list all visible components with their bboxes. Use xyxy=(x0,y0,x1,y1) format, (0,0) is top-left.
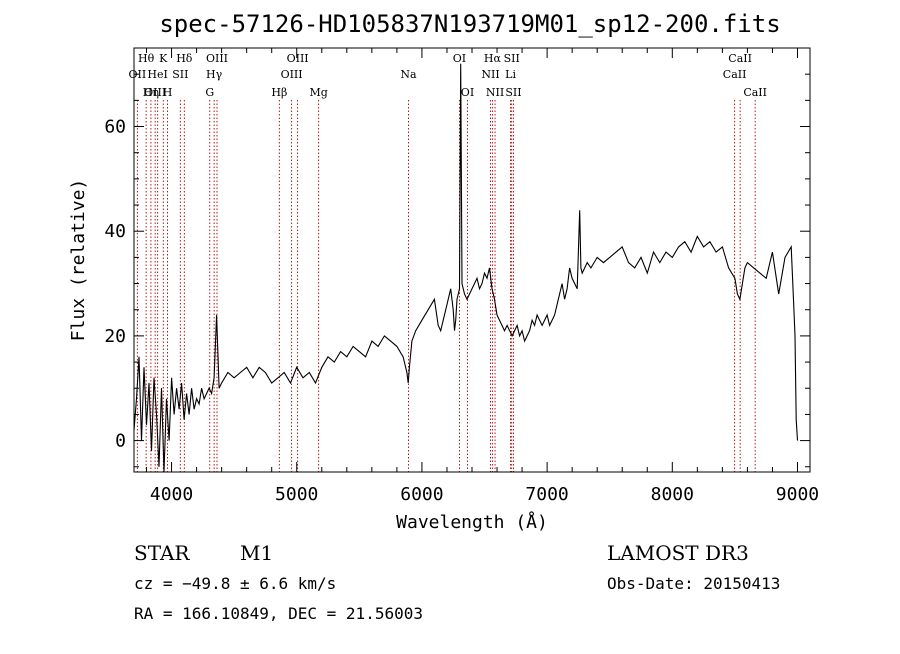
spectral-line-label: G xyxy=(205,86,214,99)
x-tick-label: 6000 xyxy=(400,484,443,505)
x-tick-label: 5000 xyxy=(275,484,318,505)
y-axis-ticks: 0 20 40 60 xyxy=(104,47,810,468)
object-class: STAR xyxy=(134,541,190,565)
sky-coordinates: RA = 166.10849, DEC = 21.56003 xyxy=(134,604,423,623)
y-tick-label: 60 xyxy=(104,117,126,138)
chart-title: spec-57126-HD105837N193719M01_sp12-200.f… xyxy=(159,10,780,38)
spectral-line-label: OIII xyxy=(287,52,309,65)
spectral-line-label: Hβ xyxy=(271,86,287,99)
x-tick-label: 8000 xyxy=(651,484,694,505)
plot-frame xyxy=(133,47,811,473)
spectral-line-label: H xyxy=(163,86,173,99)
observation-date: Obs-Date: 20150413 xyxy=(607,574,780,593)
x-tick-label: 7000 xyxy=(525,484,568,505)
spectral-line-label: CaII xyxy=(728,52,752,65)
spectral-line-markers xyxy=(136,100,756,472)
spectral-line-label: Hθ xyxy=(138,52,155,65)
spectral-line-label: CaII xyxy=(723,68,747,81)
y-axis-label: Flux (relative) xyxy=(68,179,89,342)
y-tick-label: 0 xyxy=(115,431,126,452)
spectral-line-label: OIII xyxy=(281,68,303,81)
spectral-line-label: OIII xyxy=(144,86,166,99)
survey-name: LAMOST DR3 xyxy=(607,541,749,565)
spectral-line-label: Li xyxy=(505,68,516,81)
spectral-line-label: OIII xyxy=(206,52,228,65)
y-tick-label: 20 xyxy=(104,326,126,347)
spectral-line-label: NII xyxy=(486,86,504,99)
spectral-line-label: Hη xyxy=(143,86,159,99)
spectral-line-label: HeI xyxy=(147,68,167,81)
redshift-velocity: cz = −49.8 ± 6.6 km/s xyxy=(134,574,336,593)
spectrum-series-line xyxy=(133,63,799,473)
spectral-line-label: Mg xyxy=(309,86,327,99)
x-axis-label: Wavelength (Å) xyxy=(396,511,548,533)
spectral-line-label: OI xyxy=(453,52,466,65)
x-tick-label: 4000 xyxy=(150,484,193,505)
spectral-line-label: Hγ xyxy=(206,68,223,81)
spectral-line-label: Na xyxy=(400,68,417,81)
x-tick-label: 9000 xyxy=(776,484,819,505)
spectral-line-label: Hδ xyxy=(176,52,193,65)
object-subclass: M1 xyxy=(240,541,273,565)
y-tick-label: 40 xyxy=(104,221,126,242)
spectral-line-label: NII xyxy=(481,68,499,81)
spectral-line-label: SII xyxy=(504,52,520,65)
spectral-line-label: SII xyxy=(172,68,188,81)
spectral-line-label: K xyxy=(159,52,168,65)
spectral-line-label: Hα xyxy=(484,52,502,65)
spectral-line-label: CaII xyxy=(743,86,767,99)
spectral-line-label: OI xyxy=(461,86,474,99)
spectral-line-label: SII xyxy=(505,86,521,99)
x-axis-ticks: 4000 5000 6000 7000 8000 9000 xyxy=(146,48,819,505)
